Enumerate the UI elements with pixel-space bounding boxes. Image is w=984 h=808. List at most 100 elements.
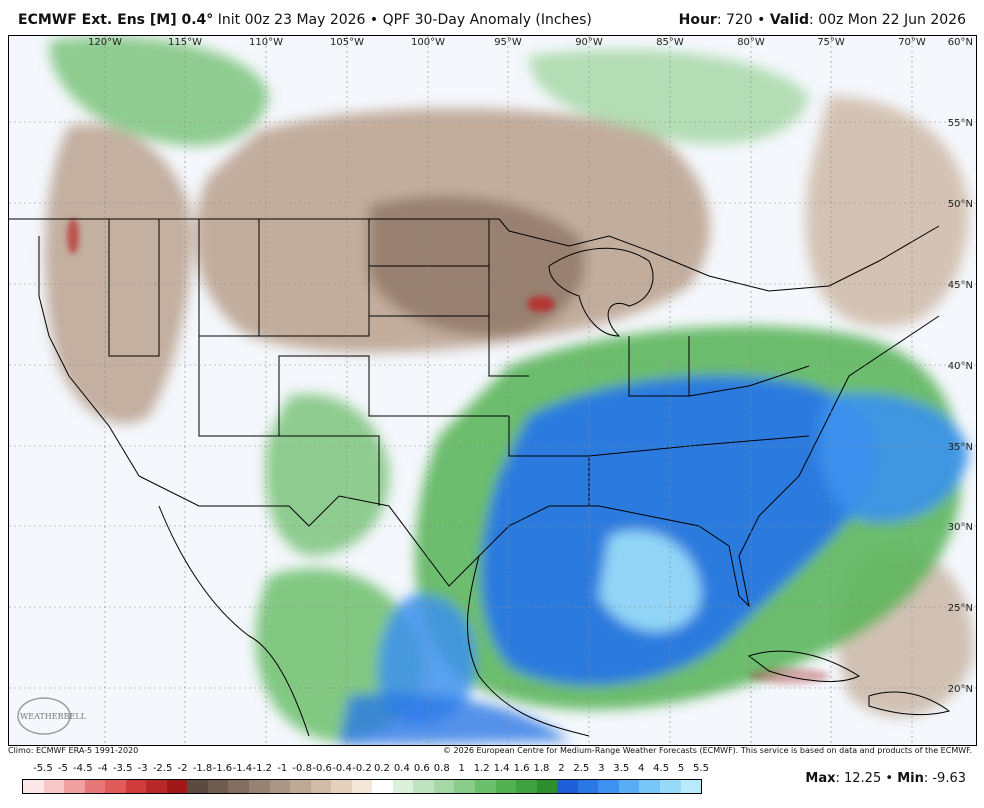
- legend-label: -2.5: [152, 763, 173, 774]
- political-boundaries: [9, 218, 951, 737]
- legend-label: -5.5: [33, 763, 53, 774]
- anomaly-shading: [45, 36, 974, 745]
- lat-label: 25°N: [948, 603, 973, 614]
- legend-labels: -5.5 -5 -4.5 -4 -3.5 -3 -2.5 -2 -1.8 -1.6 -1.4 -1.2…: [22, 763, 709, 777]
- very-wet-southeast: [481, 376, 875, 686]
- legend-swatch: [392, 780, 414, 793]
- legend-label: -1.2: [252, 763, 273, 774]
- legend-label: 1: [458, 763, 465, 774]
- lat-label: 30°N: [948, 522, 973, 533]
- legend-swatch: [557, 780, 578, 793]
- legend-label: -1.6: [212, 763, 233, 774]
- us-west-coast: [38, 236, 140, 477]
- dry-spot-cuba: [749, 668, 829, 684]
- legend-label: 1.6: [513, 763, 530, 774]
- lat-label: 20°N: [948, 684, 973, 695]
- legend-swatch: [228, 780, 250, 793]
- legend-swatch: [290, 780, 311, 793]
- max-key: Max: [805, 771, 836, 786]
- us-mexico-border: [138, 475, 510, 587]
- legend-swatch: [125, 780, 147, 793]
- hour-key: Hour: [678, 12, 717, 28]
- very-wet-mexico-west: [378, 594, 476, 725]
- lat-label: 50°N: [948, 199, 973, 210]
- graticule: [9, 36, 976, 745]
- very-wet-mexico-south: [339, 693, 569, 745]
- very-wet-gulf-core: [599, 530, 701, 632]
- dry-region-northwest: [45, 124, 192, 424]
- lat-label: 45°N: [948, 280, 973, 291]
- legend-label: 0.8: [433, 763, 450, 774]
- legend-label: 3.5: [613, 763, 630, 774]
- legend-swatch: [187, 780, 208, 793]
- valid-bullet: •: [757, 12, 766, 28]
- legend-swatch: [310, 780, 332, 793]
- legend-swatch: [372, 780, 393, 793]
- lat-label: 60°N: [948, 37, 973, 48]
- legend-label: -0.8: [292, 763, 312, 774]
- legend-swatch: [659, 780, 681, 793]
- legend-swatch: [146, 780, 167, 793]
- legend-swatch: [84, 780, 106, 793]
- legend-swatch: [269, 780, 291, 793]
- legend-label: -1.4: [232, 763, 253, 774]
- maxmin-bullet: •: [885, 771, 894, 786]
- very-wet-atlantic: [818, 393, 969, 523]
- climo-credit: Climo: ECMWF ERA-5 1991-2020: [8, 746, 139, 755]
- legend-swatch: [516, 780, 537, 793]
- legend-label: 0.6: [413, 763, 430, 774]
- legend-label: 1.2: [473, 763, 490, 774]
- legend-label: -2: [177, 763, 188, 774]
- weatherbell-logo: WEATHERBELL: [17, 697, 87, 735]
- max-min-readout: Max: 12.25 • Min: -9.63: [805, 771, 966, 786]
- lon-label: 115°W: [168, 37, 202, 48]
- chart-title: ECMWF Ext. Ens [M] 0.4° Init 00z 23 May …: [18, 12, 592, 28]
- legend-label: -3.5: [112, 763, 133, 774]
- legend-label: 0.4: [393, 763, 410, 774]
- anomaly-map: 120°W 115°W 110°W 105°W 100°W 95°W 90°W …: [9, 36, 976, 745]
- legend-label: -3: [137, 763, 148, 774]
- legend-label: 5: [677, 763, 685, 774]
- legend-swatch: [413, 780, 434, 793]
- legend-swatch: [249, 780, 270, 793]
- map-panel: 120°W 115°W 110°W 105°W 100°W 95°W 90°W …: [8, 35, 977, 746]
- lon-label: 120°W: [88, 37, 122, 48]
- legend-label: -0.2: [352, 763, 372, 774]
- lon-label: 85°W: [656, 37, 684, 48]
- legend-label: 4.5: [653, 763, 670, 774]
- legend-label: -5: [57, 763, 68, 774]
- legend-label: 5.5: [693, 763, 709, 774]
- latitude-labels: 60°N 55°N 50°N 45°N 40°N 35°N 30°N 25°N …: [948, 37, 973, 695]
- header: ECMWF Ext. Ens [M] 0.4° Init 00z 23 May …: [0, 0, 984, 36]
- legend-swatch: [166, 780, 188, 793]
- product-name: QPF 30-Day Anomaly (Inches): [382, 12, 592, 28]
- lon-label: 80°W: [737, 37, 765, 48]
- legend-swatch: [618, 780, 640, 793]
- lon-label: 75°W: [817, 37, 845, 48]
- legend-swatch: [454, 780, 476, 793]
- lon-label: 110°W: [249, 37, 283, 48]
- lon-label: 95°W: [494, 37, 522, 48]
- wet-region-new-mexico: [265, 394, 390, 556]
- legend-label: 2: [558, 763, 565, 774]
- longitude-labels: 120°W 115°W 110°W 105°W 100°W 95°W 90°W …: [88, 37, 926, 48]
- hour-value: : 720: [716, 12, 753, 28]
- lon-label: 90°W: [575, 37, 603, 48]
- legend-label: -4.5: [73, 763, 93, 774]
- caribbean-islands: [747, 650, 951, 716]
- legend-swatch: [598, 780, 619, 793]
- legend-swatch: [577, 780, 599, 793]
- great-lakes: [548, 247, 654, 337]
- copyright-credit: © 2026 European Centre for Medium-Range …: [443, 746, 972, 755]
- legend-label: 1.4: [493, 763, 510, 774]
- legend-label: -1.8: [192, 763, 213, 774]
- legend-swatch: [23, 780, 44, 793]
- legend-label: 3: [598, 763, 605, 774]
- lon-label: 100°W: [411, 37, 445, 48]
- legend-swatch: [43, 780, 65, 793]
- legend-swatch: [639, 780, 660, 793]
- legend-label: -4: [97, 763, 108, 774]
- legend-swatch: [433, 780, 455, 793]
- legend-swatch: [105, 780, 126, 793]
- lon-label: 70°W: [898, 37, 926, 48]
